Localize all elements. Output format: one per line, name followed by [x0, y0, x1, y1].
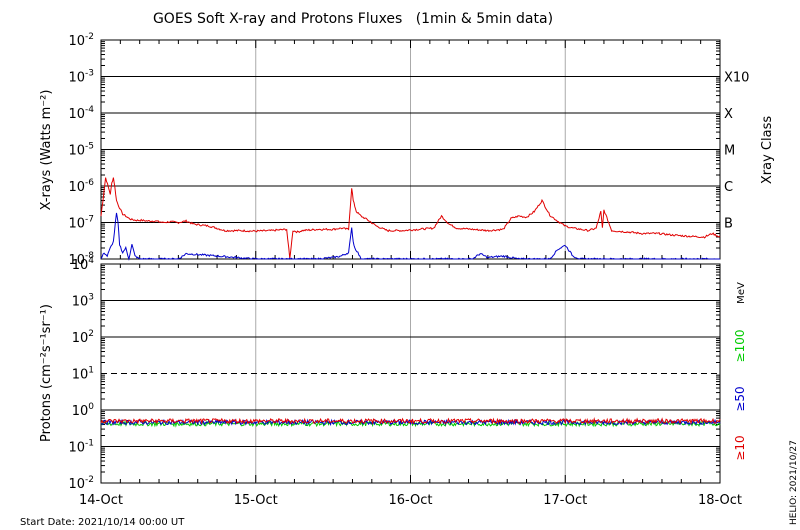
y-tick-label: 104: [72, 256, 95, 273]
y-tick-label: 10-4: [68, 105, 94, 122]
y-tick-label: 10-1: [68, 439, 94, 456]
proton-series-0: [100, 416, 721, 425]
xray-marks: 10-2 10-3 10-4 10-5 10-6 10-7 10-8 X10 X M C B: [68, 32, 749, 268]
y-tick-label: 103: [72, 293, 94, 310]
chart-title: GOES Soft X-ray and Protons Fluxes (1min…: [153, 11, 553, 27]
protons-marks: 104 103 102 101 100 10-1 10-2: [68, 256, 721, 492]
y-tick-label: 10-3: [68, 69, 94, 86]
xray-class-label: B: [724, 217, 733, 232]
y-tick-label: 10-8: [68, 251, 94, 268]
y-tick-label: 10-2: [68, 32, 94, 49]
x-tick-label: 15-Oct: [234, 493, 278, 508]
xray-class-label: M: [724, 144, 735, 159]
y-tick-label: 10-7: [68, 215, 94, 232]
xray-class-axis-label: Xray Class: [760, 116, 775, 184]
xray-y-axis-label: X-rays (Watts m⁻²): [39, 90, 54, 211]
y-tick-label: 100: [72, 402, 95, 419]
y-tick-label: 101: [72, 366, 94, 383]
protons-y-axis-label: Protons (cm⁻²s⁻¹sr⁻¹): [39, 304, 54, 442]
xray-long-series: [100, 177, 721, 259]
start-date-label: Start Date: 2021/10/14 00:00 UT: [20, 517, 185, 528]
x-tick-label: 14-Oct: [79, 493, 123, 508]
protons-legend-10: ≥10: [733, 435, 747, 460]
xray-class-label: X: [724, 107, 733, 122]
xray-class-label: C: [724, 180, 733, 195]
xray-class-label: X10: [724, 71, 749, 86]
y-tick-label: 10-5: [68, 142, 94, 159]
protons-unit-label: MeV: [736, 282, 747, 304]
protons-legend-100: ≥100: [733, 330, 747, 363]
protons-legend-50: ≥50: [733, 386, 747, 411]
y-tick-label: 102: [72, 329, 94, 346]
y-tick-label: 10-2: [68, 475, 94, 492]
y-tick-label: 10-6: [68, 178, 94, 195]
x-tick-label: 17-Oct: [543, 493, 587, 508]
xray-short-series: [100, 212, 720, 261]
x-tick-label: 18-Oct: [698, 493, 742, 508]
helio-date-label: HELIO: 2021/10/27: [789, 440, 799, 525]
x-tick-label: 16-Oct: [388, 493, 432, 508]
proton-series-1: [100, 418, 721, 427]
